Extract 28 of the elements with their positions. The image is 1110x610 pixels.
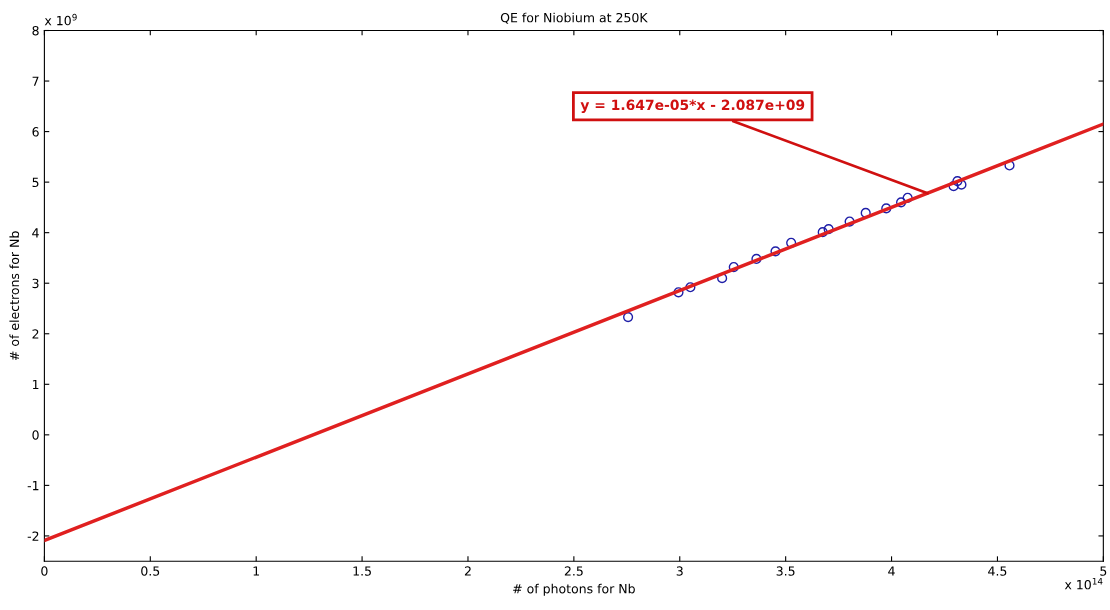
x-tick-label: 2 — [464, 566, 471, 576]
y-tick-label: 8 — [32, 25, 39, 36]
y-tick-label: 6 — [32, 127, 39, 137]
text: x 10$^{9}$ — [44, 13, 77, 26]
y-tick-label: 2 — [32, 329, 39, 339]
text: x 10$^{14}$ — [1064, 578, 1103, 590]
y-tick-label: 4 — [32, 228, 39, 238]
y-tick-label: 7 — [32, 76, 39, 86]
x-axis-title: # of photons for Nb — [513, 583, 635, 596]
x-tick-label: 4.5 — [988, 566, 1007, 576]
y-tick-label: 3 — [32, 278, 39, 289]
annotation: y = 1.647e-05*x - 2.087e+09 — [580, 99, 805, 113]
x-tick-label: 3 — [676, 566, 683, 576]
x-tick-label: 5 — [1100, 566, 1107, 576]
x-tick-label: 1 — [253, 566, 260, 576]
y-tick-label: 0 — [32, 430, 39, 440]
x-tick-label: 4 — [888, 566, 895, 576]
x-tick-label: 2.5 — [564, 566, 583, 576]
x-tick-label: 1.5 — [353, 566, 371, 576]
y-tick-label: 5 — [32, 177, 39, 188]
y-tick-label: -2 — [27, 531, 39, 541]
x-tick-label: 3.5 — [776, 566, 795, 576]
x-tick-label: 0.5 — [141, 566, 160, 576]
x-tick-label: 0 — [41, 566, 48, 576]
y-tick-label: 1 — [32, 379, 39, 390]
y-tick-label: -1 — [27, 481, 39, 491]
y-axis-title: # of electrons for Nb — [9, 231, 20, 361]
chart-title: QE for Niobium at 250K — [500, 12, 648, 24]
